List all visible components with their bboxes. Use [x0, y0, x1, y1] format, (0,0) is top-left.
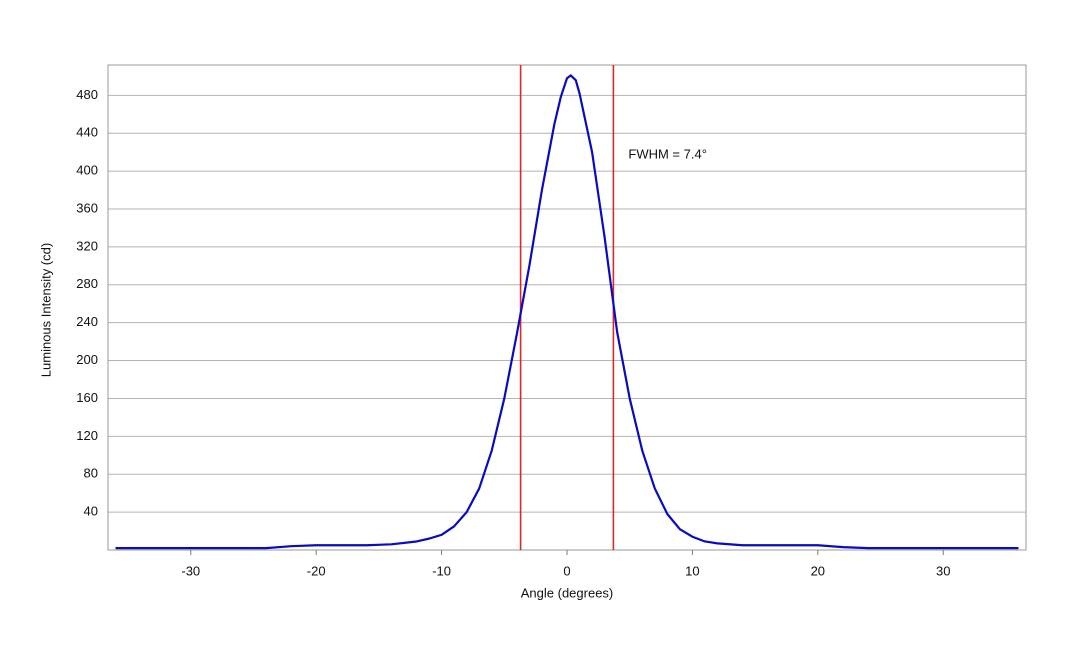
y-tick-label: 360 — [76, 200, 98, 215]
y-tick-label: 280 — [76, 276, 98, 291]
plot-border — [107, 64, 1027, 551]
x-tick-label: -10 — [432, 563, 451, 578]
y-tick-label: 440 — [76, 125, 98, 140]
x-tick-label: 30 — [936, 563, 950, 578]
x-tick-label: -30 — [181, 563, 200, 578]
x-tick-label: 0 — [563, 563, 570, 578]
y-tick-label: 320 — [76, 238, 98, 253]
x-tick-label: 20 — [811, 563, 825, 578]
y-tick-label: 80 — [84, 466, 98, 481]
x-axis-label: Angle (degrees) — [521, 585, 614, 600]
x-tick-label: -20 — [307, 563, 326, 578]
y-tick-label: 40 — [84, 504, 98, 519]
data-line — [115, 74, 1019, 550]
annotation: FWHM = 7.4° — [628, 146, 707, 161]
y-axis-label: Luminous Intensity (cd) — [38, 243, 53, 377]
y-tick-label: 160 — [76, 390, 98, 405]
y-tick-label: 400 — [76, 163, 98, 178]
y-tick-label: 480 — [76, 87, 98, 102]
y-tick-label: 200 — [76, 352, 98, 367]
y-tick-label: 120 — [76, 428, 98, 443]
y-tick-label: 240 — [76, 314, 98, 329]
x-tick-label: 10 — [685, 563, 699, 578]
